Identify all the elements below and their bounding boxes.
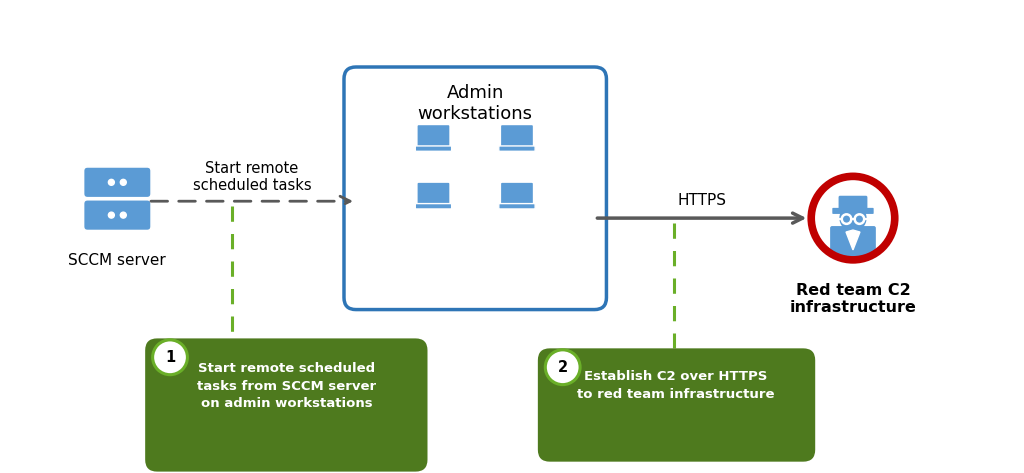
- Circle shape: [842, 214, 851, 224]
- FancyBboxPatch shape: [500, 182, 534, 206]
- FancyBboxPatch shape: [499, 203, 536, 209]
- FancyBboxPatch shape: [84, 167, 152, 198]
- Text: Start remote scheduled
tasks from SCCM server
on admin workstations: Start remote scheduled tasks from SCCM s…: [197, 362, 376, 410]
- Text: 1: 1: [165, 350, 175, 365]
- FancyBboxPatch shape: [417, 124, 451, 149]
- FancyBboxPatch shape: [846, 226, 860, 234]
- FancyBboxPatch shape: [839, 196, 867, 213]
- FancyBboxPatch shape: [416, 146, 452, 151]
- Circle shape: [855, 214, 864, 224]
- Text: 2: 2: [558, 360, 567, 375]
- Text: HTTPS: HTTPS: [678, 193, 726, 208]
- Circle shape: [546, 350, 581, 385]
- FancyBboxPatch shape: [500, 124, 534, 149]
- Circle shape: [811, 176, 895, 260]
- Circle shape: [109, 212, 115, 218]
- Circle shape: [840, 205, 866, 231]
- Circle shape: [109, 179, 115, 185]
- FancyBboxPatch shape: [416, 203, 452, 209]
- FancyBboxPatch shape: [145, 338, 427, 472]
- Text: Admin
workstations: Admin workstations: [418, 84, 532, 123]
- FancyBboxPatch shape: [833, 208, 873, 214]
- FancyBboxPatch shape: [499, 146, 536, 151]
- FancyBboxPatch shape: [84, 200, 152, 230]
- Polygon shape: [846, 230, 860, 250]
- FancyBboxPatch shape: [344, 67, 606, 309]
- FancyBboxPatch shape: [417, 182, 451, 206]
- Text: SCCM server: SCCM server: [69, 253, 166, 268]
- Circle shape: [120, 179, 126, 185]
- Text: Start remote
scheduled tasks: Start remote scheduled tasks: [193, 161, 311, 193]
- Text: Establish C2 over HTTPS
to red team infrastructure: Establish C2 over HTTPS to red team infr…: [578, 370, 775, 401]
- Circle shape: [153, 340, 187, 375]
- FancyBboxPatch shape: [830, 226, 876, 258]
- Circle shape: [120, 212, 126, 218]
- FancyBboxPatch shape: [538, 348, 815, 462]
- Text: Red team C2
infrastructure: Red team C2 infrastructure: [790, 283, 916, 315]
